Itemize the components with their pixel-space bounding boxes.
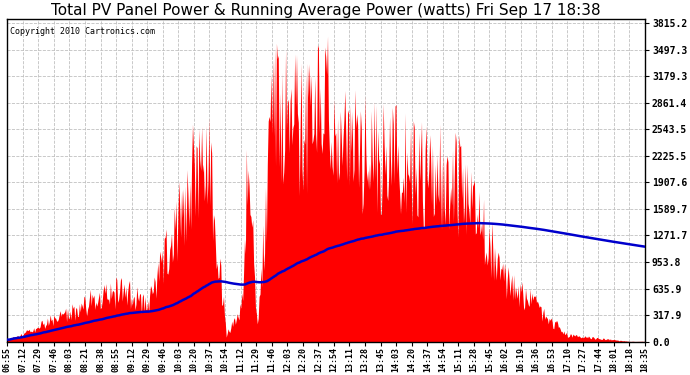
Title: Total PV Panel Power & Running Average Power (watts) Fri Sep 17 18:38: Total PV Panel Power & Running Average P… bbox=[51, 3, 601, 18]
Text: Copyright 2010 Cartronics.com: Copyright 2010 Cartronics.com bbox=[10, 27, 155, 36]
